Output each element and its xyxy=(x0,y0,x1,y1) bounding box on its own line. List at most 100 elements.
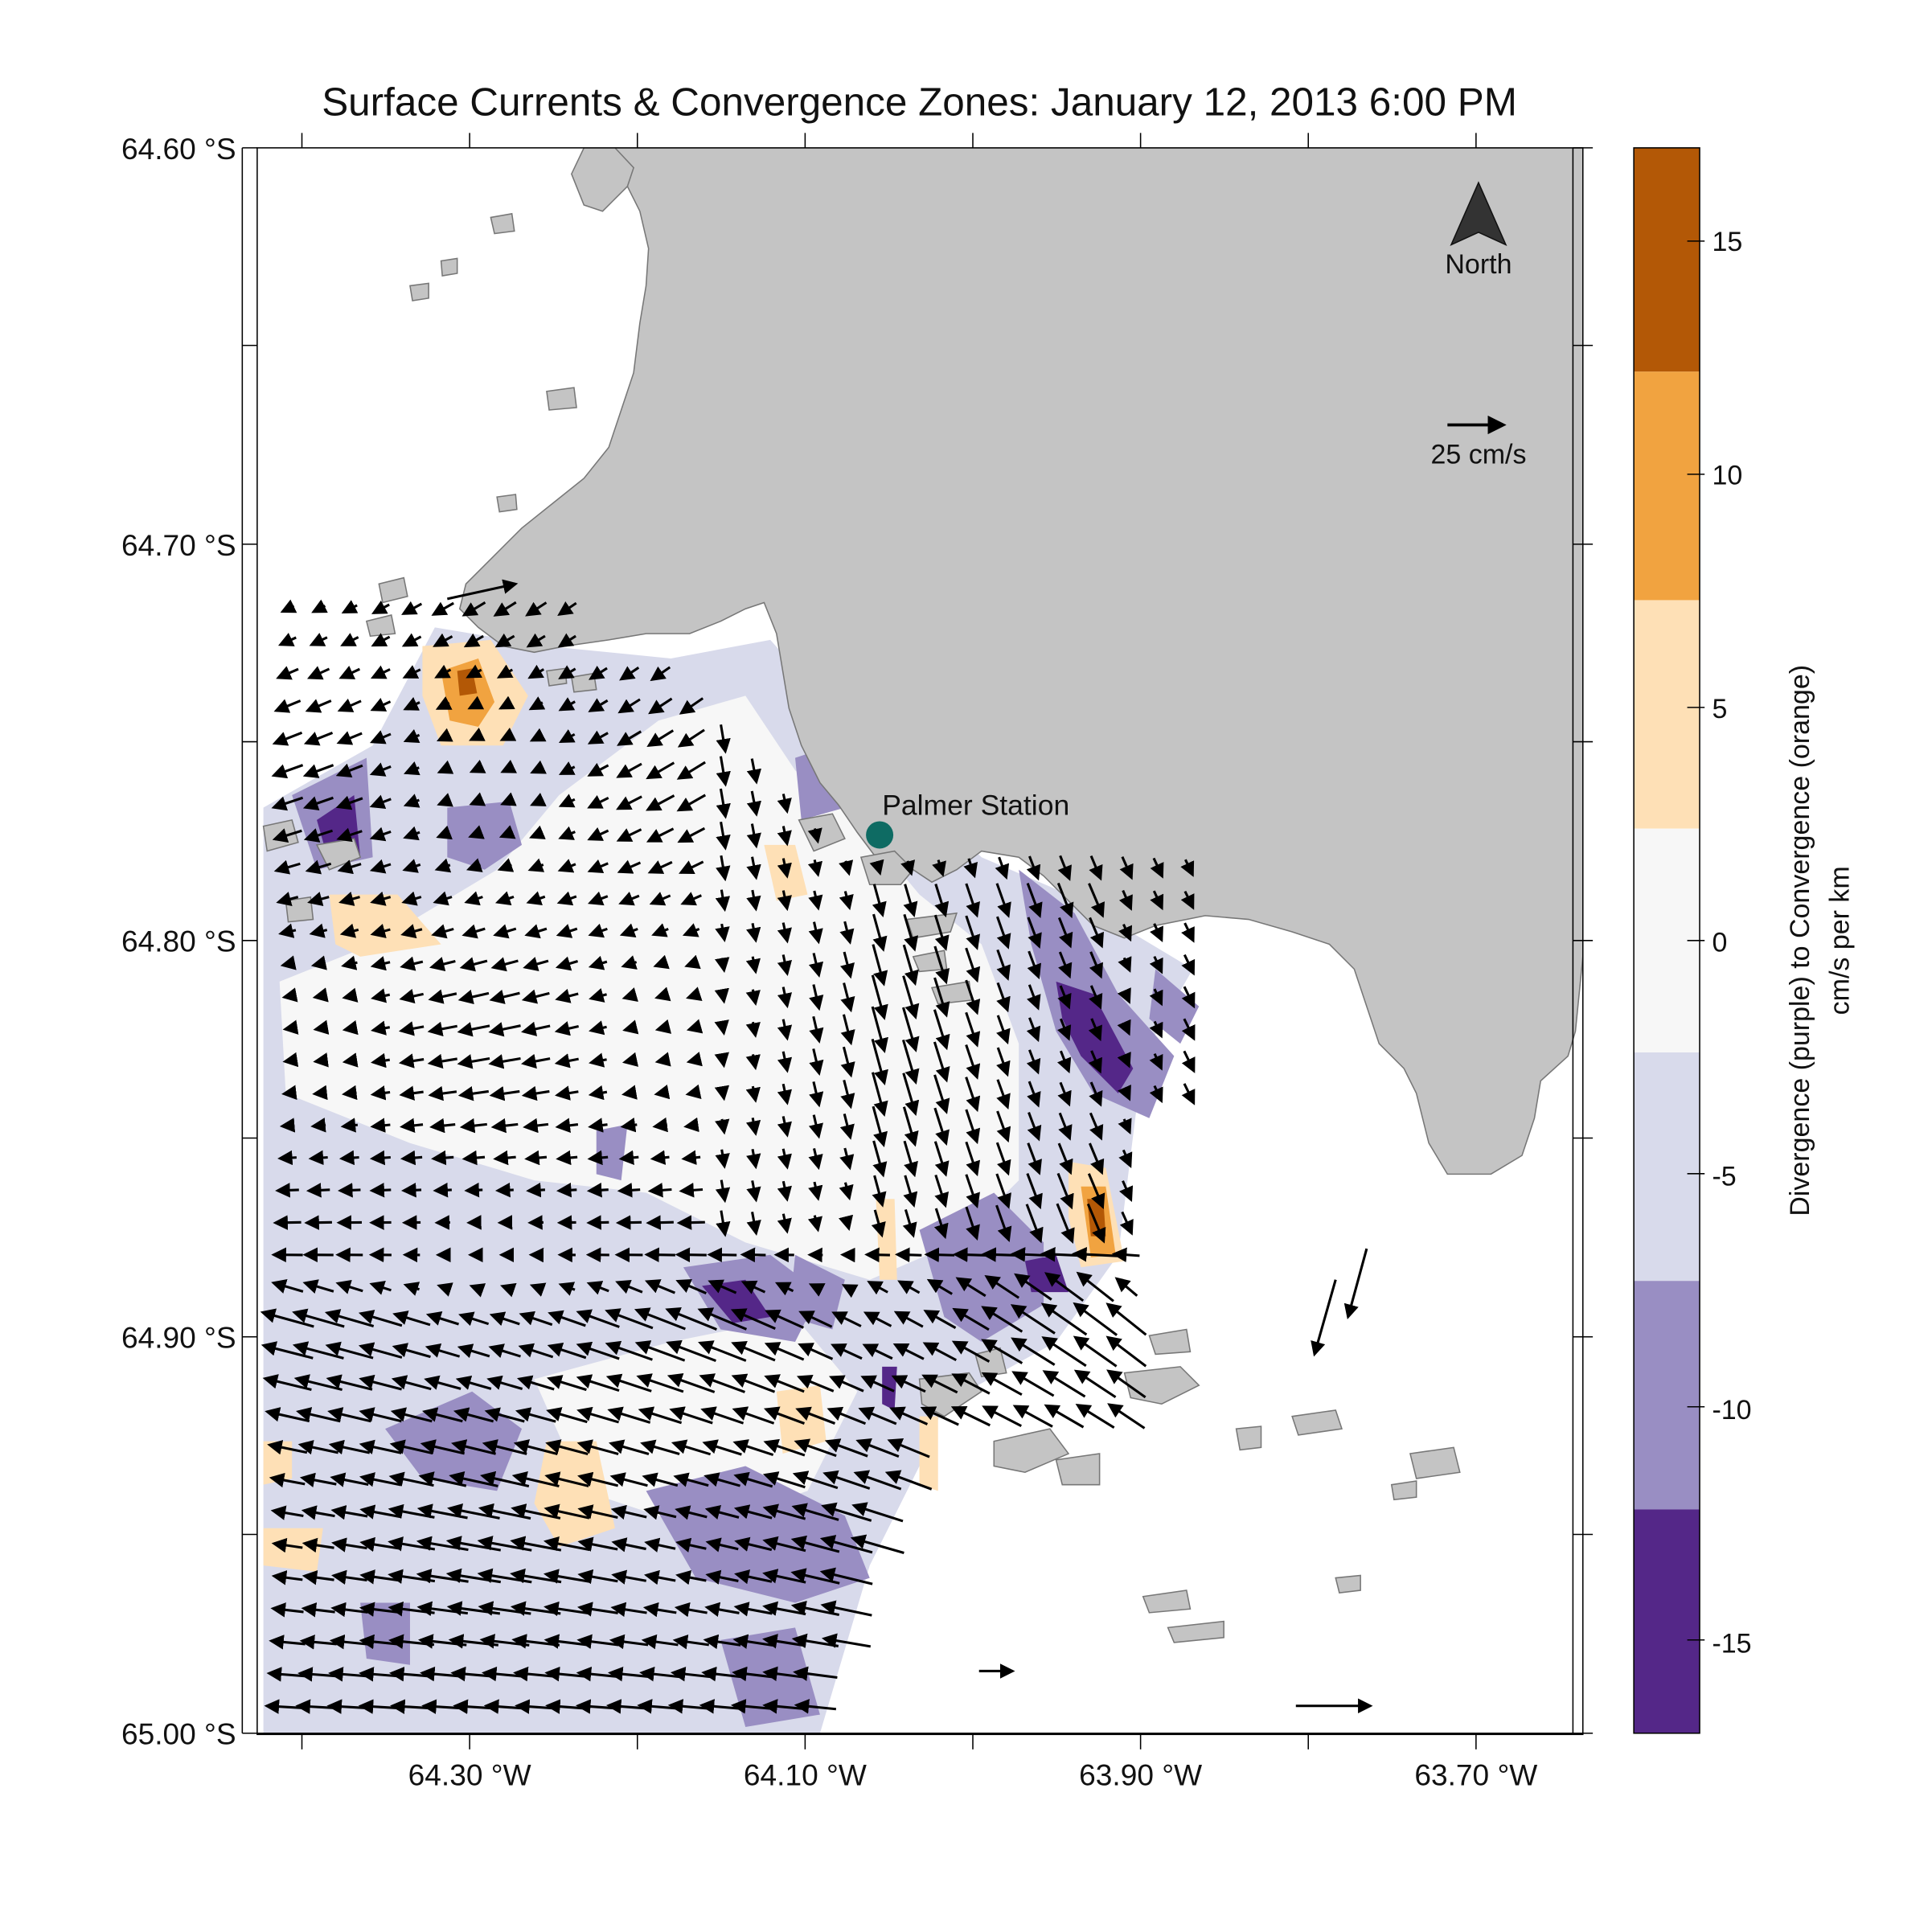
current-vector xyxy=(872,884,887,917)
current-vector xyxy=(996,1047,1011,1077)
current-vector xyxy=(616,795,642,810)
current-vector xyxy=(371,600,390,614)
current-vector xyxy=(301,1505,335,1520)
current-vector xyxy=(526,1182,546,1198)
current-vector xyxy=(469,759,486,773)
current-vector xyxy=(995,1142,1011,1176)
current-vector xyxy=(996,1079,1011,1110)
current-vector xyxy=(433,891,453,906)
current-vector xyxy=(675,1570,707,1585)
current-vector xyxy=(437,760,454,774)
current-vector xyxy=(524,1150,548,1166)
current-vector xyxy=(611,1537,646,1553)
current-vector xyxy=(369,1150,391,1166)
palmer-station-marker[interactable] xyxy=(866,821,894,849)
current-vector xyxy=(1343,1248,1368,1320)
current-vector xyxy=(682,923,700,937)
current-vector xyxy=(489,989,520,1004)
current-vector xyxy=(587,762,609,777)
current-vector xyxy=(610,1602,647,1618)
current-vector xyxy=(793,1666,838,1681)
current-vector xyxy=(679,697,704,715)
current-vector xyxy=(995,1204,1012,1243)
current-vector xyxy=(424,1375,461,1390)
current-vector xyxy=(586,1281,609,1295)
current-vector xyxy=(777,1051,793,1073)
current-vector xyxy=(400,1150,423,1166)
current-vector xyxy=(798,1343,834,1360)
current-vector xyxy=(369,1183,392,1198)
current-vector xyxy=(437,793,453,807)
current-vector xyxy=(270,1602,304,1618)
current-vector xyxy=(1181,1018,1196,1041)
current-vector xyxy=(555,1118,579,1133)
current-vector xyxy=(1041,1336,1087,1368)
island xyxy=(993,1428,1070,1474)
current-vector xyxy=(342,987,359,1003)
current-vector xyxy=(853,1470,902,1491)
current-vector xyxy=(401,891,422,906)
current-vector xyxy=(273,699,301,713)
current-vector xyxy=(933,1074,950,1114)
lon-tick-label: 64.10 °W xyxy=(744,1758,867,1792)
current-vector xyxy=(527,858,545,872)
current-vector xyxy=(894,1247,922,1263)
current-vector xyxy=(557,859,576,873)
current-vector xyxy=(638,1406,683,1425)
current-vector xyxy=(488,1343,521,1359)
current-vector xyxy=(605,1373,652,1393)
current-vector xyxy=(822,1470,871,1490)
current-vector xyxy=(589,1020,607,1036)
current-vector xyxy=(280,955,297,970)
current-vector xyxy=(278,923,297,938)
current-vector xyxy=(497,858,515,872)
current-vector xyxy=(499,728,517,741)
current-vector xyxy=(309,923,328,938)
colorbar-title-line1: Divergence (purple) to Convergence (oran… xyxy=(1785,665,1815,1216)
current-vector xyxy=(556,1182,577,1198)
current-vector xyxy=(467,695,485,710)
current-vector xyxy=(457,1086,489,1101)
current-vector xyxy=(955,1277,987,1298)
current-vector xyxy=(871,1072,888,1117)
current-vector xyxy=(794,1438,837,1458)
current-vector xyxy=(864,1247,890,1263)
current-vector xyxy=(588,955,608,970)
current-vector xyxy=(965,1077,981,1113)
current-vector xyxy=(1056,1172,1074,1210)
current-vector xyxy=(1027,917,1042,949)
current-vector xyxy=(746,1212,761,1236)
current-vector xyxy=(923,1310,957,1330)
current-vector xyxy=(808,1114,823,1139)
current-vector xyxy=(1088,1018,1102,1042)
current-vector xyxy=(403,696,420,711)
current-vector xyxy=(996,1110,1011,1143)
current-vector xyxy=(306,666,330,680)
current-vector xyxy=(860,1375,895,1393)
island xyxy=(440,257,458,277)
current-vector xyxy=(557,601,577,617)
current-vector xyxy=(301,1537,334,1553)
current-vector xyxy=(777,987,793,1009)
current-vector xyxy=(403,728,420,743)
current-vector xyxy=(554,1053,579,1069)
current-vector xyxy=(644,1279,676,1294)
current-vector xyxy=(469,728,486,741)
current-vector xyxy=(1027,984,1041,1011)
current-vector xyxy=(370,1085,391,1101)
current-vector xyxy=(588,1118,608,1133)
current-vector xyxy=(1073,1335,1118,1368)
current-vector xyxy=(529,825,546,839)
current-vector xyxy=(1057,917,1073,949)
current-vector xyxy=(401,601,423,615)
current-vector xyxy=(463,633,484,648)
colorbar-tick-label: -5 xyxy=(1712,1161,1736,1192)
current-vector xyxy=(903,1140,918,1178)
current-vector xyxy=(676,794,707,812)
current-vector xyxy=(1181,922,1195,943)
island xyxy=(409,282,429,301)
colorbar-tick-label: -15 xyxy=(1712,1628,1751,1659)
current-vector xyxy=(369,730,392,744)
latitude-tick-labels: 64.60 °S 64.70 °S 64.80 °S 64.90 °S 65.0… xyxy=(121,132,236,1751)
current-vector xyxy=(654,1084,671,1100)
